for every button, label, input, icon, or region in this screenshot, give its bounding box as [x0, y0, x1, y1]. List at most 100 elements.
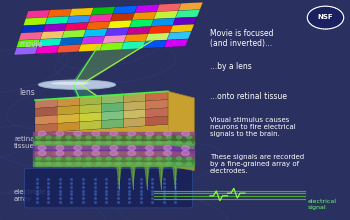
Circle shape [66, 157, 71, 160]
Circle shape [146, 145, 153, 150]
Circle shape [110, 131, 118, 136]
Circle shape [106, 136, 111, 139]
Circle shape [56, 131, 64, 136]
Polygon shape [35, 124, 168, 166]
Circle shape [86, 162, 91, 165]
Polygon shape [45, 16, 69, 25]
Circle shape [182, 145, 189, 150]
Circle shape [74, 131, 82, 136]
Polygon shape [57, 122, 79, 132]
Polygon shape [164, 39, 188, 47]
Circle shape [74, 151, 82, 156]
Polygon shape [173, 17, 197, 25]
Polygon shape [124, 117, 146, 127]
Polygon shape [145, 33, 170, 41]
Polygon shape [79, 96, 102, 105]
Circle shape [110, 145, 118, 150]
Circle shape [66, 162, 71, 165]
Polygon shape [170, 24, 194, 33]
Polygon shape [102, 103, 124, 112]
Text: Movie is focused
(and inverted)...: Movie is focused (and inverted)... [210, 29, 273, 48]
Polygon shape [57, 105, 79, 115]
Circle shape [106, 141, 111, 144]
Polygon shape [35, 91, 168, 133]
Circle shape [86, 141, 91, 144]
Polygon shape [40, 31, 64, 39]
Polygon shape [43, 24, 67, 32]
Polygon shape [172, 166, 178, 189]
Circle shape [38, 131, 46, 136]
Polygon shape [127, 26, 151, 35]
Polygon shape [102, 35, 127, 43]
Circle shape [36, 162, 41, 165]
Circle shape [76, 136, 81, 139]
Text: retinal
tissue: retinal tissue [14, 136, 36, 149]
Circle shape [146, 141, 151, 144]
Polygon shape [124, 101, 146, 111]
Text: lens: lens [19, 88, 35, 97]
Polygon shape [167, 31, 191, 40]
Polygon shape [81, 36, 105, 44]
Polygon shape [130, 166, 136, 189]
Circle shape [156, 136, 161, 139]
Polygon shape [91, 7, 116, 15]
Text: These signals are recorded
by a fine-grained array of
electrodes.: These signals are recorded by a fine-gra… [210, 154, 304, 174]
Polygon shape [168, 156, 194, 165]
Circle shape [56, 162, 61, 165]
Polygon shape [35, 123, 57, 133]
Polygon shape [14, 47, 38, 55]
Polygon shape [175, 9, 200, 18]
Circle shape [66, 136, 71, 139]
Polygon shape [60, 37, 83, 46]
Polygon shape [168, 132, 194, 139]
Circle shape [156, 157, 161, 160]
Text: NSF: NSF [318, 13, 333, 20]
Circle shape [92, 151, 100, 156]
Circle shape [182, 151, 189, 156]
Circle shape [128, 151, 135, 156]
Circle shape [38, 151, 46, 156]
Circle shape [96, 157, 101, 160]
Circle shape [146, 162, 151, 165]
Circle shape [46, 157, 51, 160]
Polygon shape [151, 18, 175, 26]
Polygon shape [113, 6, 137, 14]
Polygon shape [57, 44, 81, 53]
Circle shape [96, 162, 101, 165]
Polygon shape [23, 17, 48, 26]
Circle shape [76, 141, 81, 144]
Circle shape [116, 157, 121, 160]
Circle shape [167, 157, 172, 160]
Polygon shape [168, 145, 194, 154]
Circle shape [66, 141, 71, 144]
Text: Visual stimulus causes
neurons to fire electrical
signals to the brain.: Visual stimulus causes neurons to fire e… [210, 117, 296, 137]
Polygon shape [124, 93, 146, 103]
Circle shape [167, 162, 172, 165]
Polygon shape [35, 99, 57, 108]
Polygon shape [35, 115, 57, 125]
Polygon shape [158, 166, 164, 189]
Polygon shape [156, 3, 181, 12]
Polygon shape [146, 108, 168, 117]
Polygon shape [144, 166, 150, 189]
Polygon shape [143, 40, 167, 48]
Circle shape [56, 141, 61, 144]
Circle shape [146, 157, 151, 160]
Circle shape [92, 145, 100, 150]
Polygon shape [154, 11, 178, 19]
Circle shape [110, 151, 118, 156]
Polygon shape [70, 40, 154, 85]
Circle shape [146, 136, 151, 139]
Circle shape [36, 136, 41, 139]
Polygon shape [48, 9, 72, 17]
Circle shape [136, 141, 141, 144]
Polygon shape [178, 2, 203, 11]
FancyBboxPatch shape [25, 168, 192, 208]
Circle shape [167, 141, 172, 144]
Circle shape [156, 162, 161, 165]
Circle shape [164, 145, 172, 150]
Circle shape [126, 141, 131, 144]
Circle shape [74, 145, 82, 150]
Circle shape [106, 157, 111, 160]
Circle shape [36, 157, 41, 160]
